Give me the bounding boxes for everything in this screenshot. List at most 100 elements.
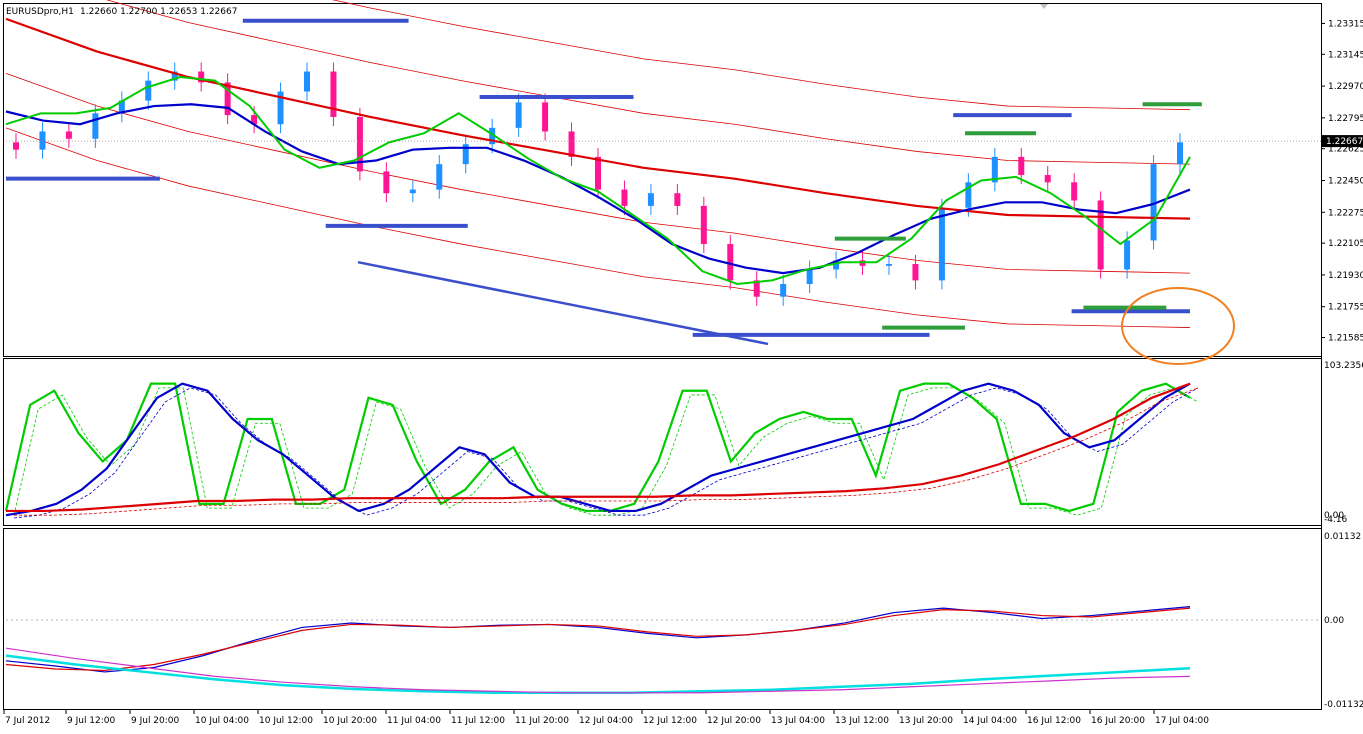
price-tick-label: 1.21585: [1328, 334, 1363, 344]
bear-candle: [727, 244, 734, 281]
red-signal-line: [14, 387, 1199, 516]
price-tick-label: 1.22450: [1328, 177, 1363, 187]
bear-candle: [753, 280, 760, 297]
price-tick-label: 1.22970: [1328, 82, 1363, 92]
ma-mid-line: [5, 103, 1191, 275]
current-price-badge: [1322, 135, 1363, 148]
price-tick-label: 1.22625: [1328, 145, 1363, 155]
bear-candle: [621, 189, 628, 206]
chart-shift-marker[interactable]: [1040, 4, 1048, 9]
oscillator-tick-label: 0.00: [1324, 511, 1344, 521]
oscillator-tick-label: 103.2356: [1324, 361, 1363, 371]
time-axis: 7 Jul 2012 9 Jul 12:00 9 Jul 20:00 10 Jul 0…: [3, 710, 1209, 726]
bear-candle: [595, 156, 601, 190]
bear-candle: [912, 264, 919, 281]
envelope-band-2: [5, 72, 1191, 274]
time-tick-label: 13 Jul 20:00: [899, 716, 953, 726]
bull-candle: [489, 127, 496, 145]
time-tick-label: 13 Jul 12:00: [835, 716, 889, 726]
bear-candle: [224, 82, 231, 116]
price-tick-label: 1.23315: [1328, 19, 1363, 29]
symbol-label: EURUSDpro,H1: [6, 7, 74, 17]
bear-candle: [13, 142, 19, 150]
time-tick-label: 16 Jul 20:00: [1091, 716, 1145, 726]
bear-candle: [542, 102, 549, 132]
bear-candle: [674, 193, 681, 206]
macd-tick-label: 0.00: [1324, 616, 1344, 626]
bull-candle: [277, 91, 284, 125]
bear-candle: [1097, 200, 1104, 270]
bull-candle: [938, 207, 945, 281]
ma-fast-line: [5, 75, 1191, 286]
bull-candle: [991, 156, 998, 183]
bear-candle: [383, 171, 390, 194]
time-tick-label: 13 Jul 04:00: [771, 716, 825, 726]
trend-line: [357, 260, 769, 346]
envelope-band-3: [5, 127, 1191, 328]
price-tick-label: 1.21755: [1328, 303, 1363, 313]
green-oscillator-line: [4, 382, 1191, 513]
oscillator-plot: [4, 382, 1199, 519]
time-tick-label: 12 Jul 12:00: [643, 716, 697, 726]
bull-candle: [145, 80, 152, 101]
ohlc-label: 1.22660 1.22700 1.22653 1.22667: [80, 7, 237, 17]
envelope-band-0: [331, 0, 1191, 111]
bull-candle: [965, 182, 972, 208]
bull-candle: [833, 260, 840, 270]
price-pane[interactable]: [3, 3, 1322, 357]
time-tick-label: 11 Jul 12:00: [451, 716, 505, 726]
macd-plot: [5, 606, 1321, 694]
price-plot: [5, 0, 1321, 365]
time-tick-label: 10 Jul 20:00: [323, 716, 377, 726]
bull-candle: [806, 269, 813, 284]
envelope-band-1: [105, 0, 1191, 165]
macd-tick-label: 0.01132: [1324, 532, 1361, 542]
cyan-macd-line: [5, 654, 1191, 694]
highlight-circle: [1121, 287, 1235, 365]
price-tick-label: 1.22275: [1328, 208, 1363, 218]
time-tick-label: 16 Jul 12:00: [1027, 716, 1081, 726]
time-tick-label: 12 Jul 20:00: [707, 716, 761, 726]
bull-candle: [118, 100, 125, 114]
bear-candle: [1018, 156, 1025, 176]
bull-candle: [304, 71, 310, 92]
bull-candle: [462, 144, 469, 165]
current-price-label: 1.22667: [1326, 137, 1363, 147]
bear-candle: [568, 131, 575, 157]
time-tick-label: 11 Jul 20:00: [515, 716, 569, 726]
bull-candle: [409, 189, 416, 194]
bull-candle: [436, 164, 443, 190]
red-oscillator-line: [6, 382, 1191, 513]
blue-macd-line: [5, 606, 1191, 673]
time-tick-label: 17 Jul 04:00: [1155, 716, 1209, 726]
bull-candle: [647, 193, 654, 206]
time-tick-label: 11 Jul 04:00: [387, 716, 441, 726]
bear-candle: [356, 116, 363, 172]
green-signal-line: [13, 387, 1199, 516]
price-axis: 1.23315 1.23145 1.22970 1.22795 1.22625 1.224…: [1321, 19, 1363, 710]
time-tick-label: 14 Jul 04:00: [963, 716, 1017, 726]
time-tick-label: 10 Jul 12:00: [259, 716, 313, 726]
bear-candle: [330, 71, 337, 117]
magenta-macd-line: [5, 647, 1191, 694]
time-tick-label: 7 Jul 2012: [5, 716, 50, 726]
blue-oscillator-line: [5, 382, 1191, 517]
time-tick-label: 9 Jul 20:00: [131, 716, 180, 726]
bull-candle: [171, 71, 178, 81]
price-tick-label: 1.22105: [1328, 239, 1363, 249]
time-tick-label: 12 Jul 04:00: [579, 716, 633, 726]
bull-candle: [1177, 142, 1183, 165]
price-tick-label: 1.21930: [1328, 271, 1363, 281]
bear-candle: [1071, 182, 1078, 201]
bear-candle: [251, 115, 258, 125]
bull-candle: [886, 264, 892, 266]
macd-tick-label: -0.01132: [1324, 700, 1363, 710]
bull-candle: [1150, 164, 1157, 241]
bull-candle: [92, 113, 99, 139]
macd-pane[interactable]: [3, 528, 1322, 710]
time-tick-label: 9 Jul 12:00: [67, 716, 116, 726]
red-macd-line: [5, 607, 1191, 672]
oscillator-tick-label: -4.16: [1324, 515, 1348, 525]
